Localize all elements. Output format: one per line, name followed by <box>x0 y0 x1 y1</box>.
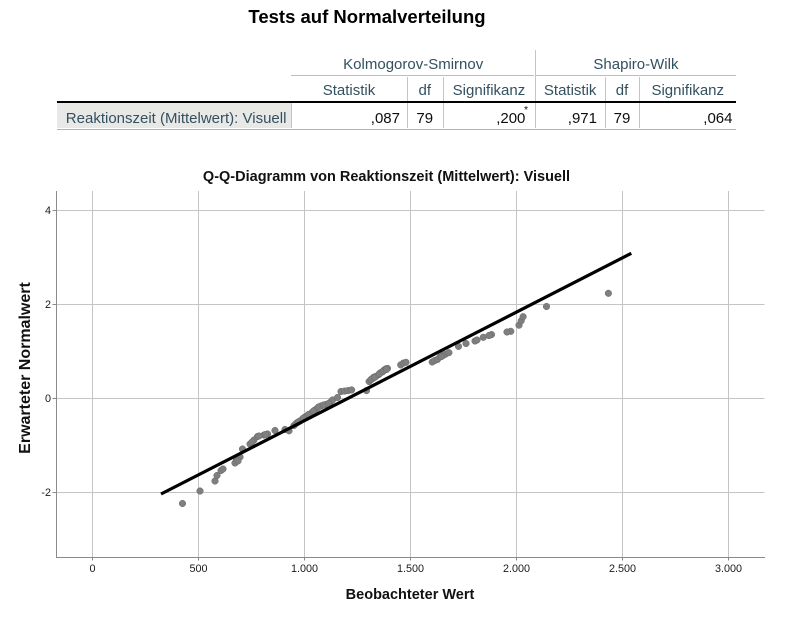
svg-text:Beobachteter Wert: Beobachteter Wert <box>346 587 475 603</box>
svg-text:0: 0 <box>89 563 95 575</box>
svg-text:1.500: 1.500 <box>397 563 424 575</box>
svg-text:-2: -2 <box>41 487 51 499</box>
svg-text:1.000: 1.000 <box>291 563 318 575</box>
svg-text:2: 2 <box>45 299 51 311</box>
svg-text:500: 500 <box>189 563 207 575</box>
svg-text:0: 0 <box>45 393 51 405</box>
svg-text:Q-Q-Diagramm von Reaktionszeit: Q-Q-Diagramm von Reaktionszeit (Mittelwe… <box>203 169 570 185</box>
svg-text:4: 4 <box>45 205 51 217</box>
svg-text:Erwarteter Normalwert: Erwarteter Normalwert <box>17 282 34 454</box>
svg-text:2.000: 2.000 <box>503 563 530 575</box>
svg-text:2.500: 2.500 <box>609 563 636 575</box>
svg-text:3.000: 3.000 <box>715 563 742 575</box>
